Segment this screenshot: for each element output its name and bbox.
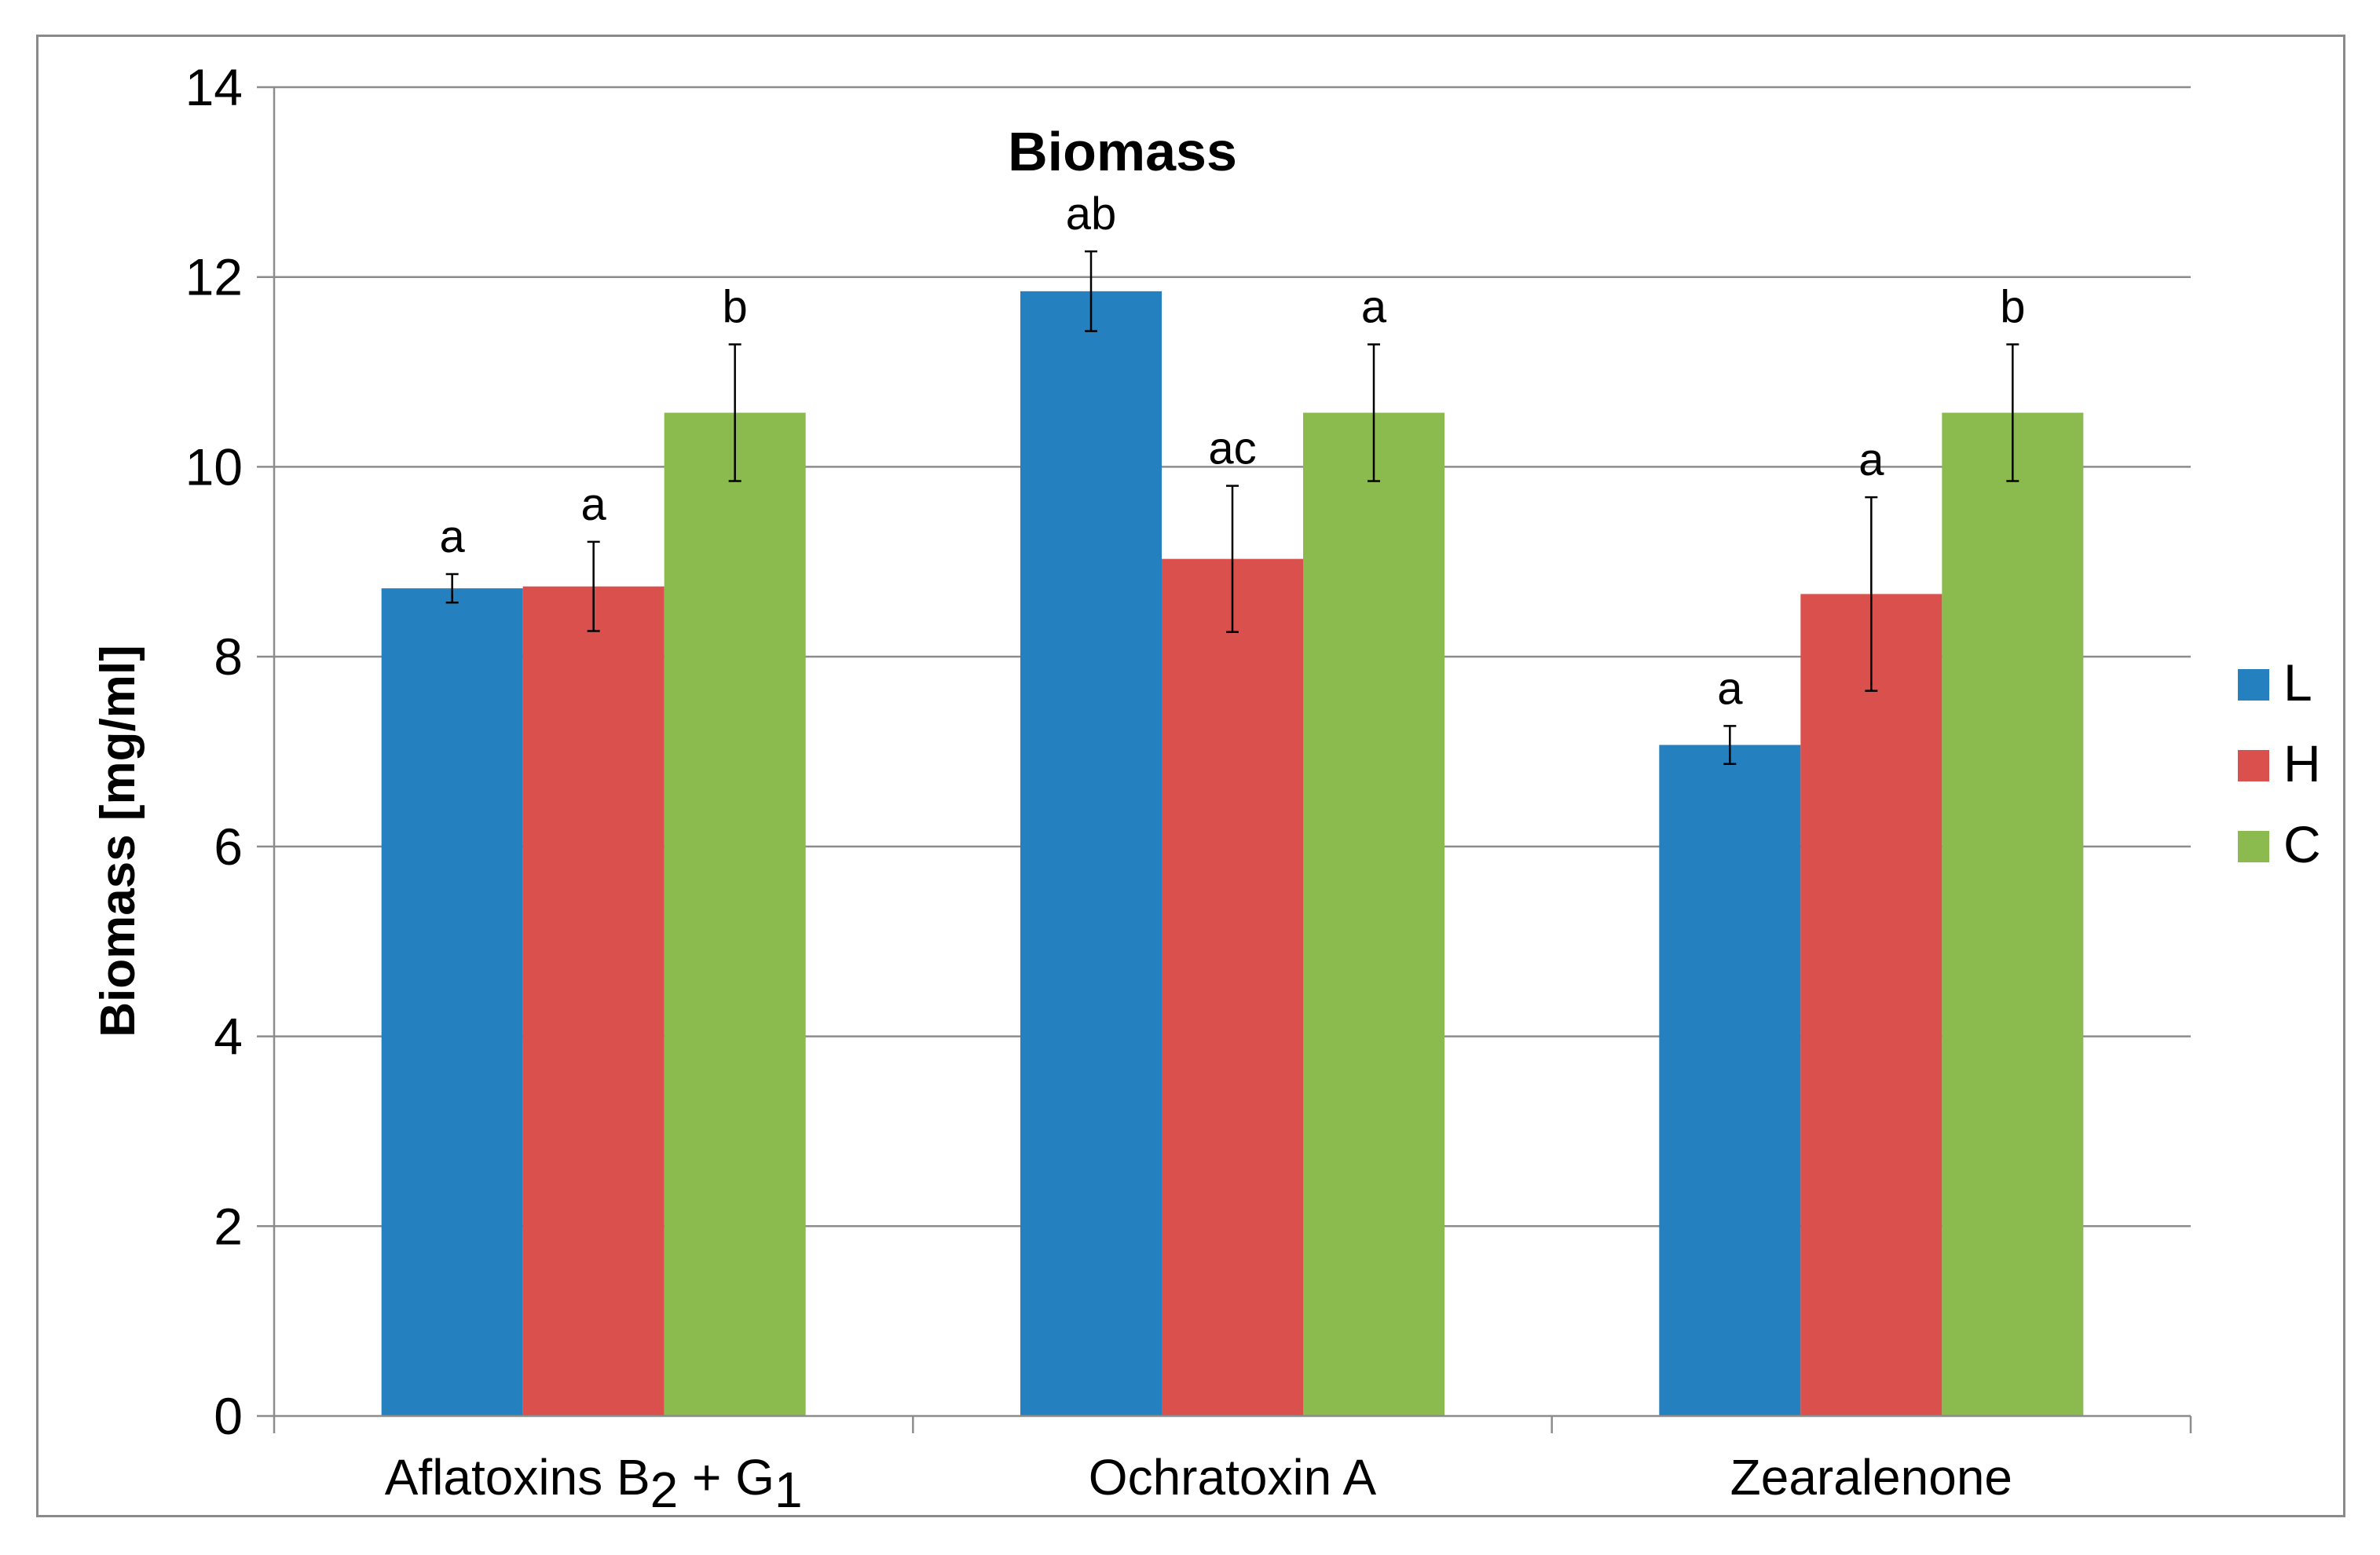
significance-label: a	[1717, 663, 1743, 714]
bars	[381, 250, 2084, 1417]
significance-label: a	[440, 511, 466, 562]
legend-label-H: H	[2283, 734, 2321, 792]
chart-title: Biomass	[1008, 121, 1237, 182]
legend-label-C: C	[2283, 815, 2321, 873]
bar-H	[1800, 594, 1942, 1416]
bar-C	[1303, 412, 1444, 1416]
category-label: Zearalenone	[1730, 1449, 2012, 1506]
y-tick-label: 12	[185, 248, 243, 306]
y-tick-label: 10	[185, 437, 243, 496]
y-tick-label: 0	[214, 1387, 243, 1445]
significance-label: ab	[1066, 188, 1117, 240]
y-tick-label: 4	[214, 1008, 243, 1066]
bar-L	[381, 588, 523, 1416]
axes	[257, 86, 2192, 1433]
significance-label: a	[1858, 434, 1884, 485]
significance-label: a	[581, 479, 607, 530]
y-tick-label: 6	[214, 818, 243, 876]
bar-H	[522, 586, 665, 1417]
category-label: Aflatoxins B2 + G1	[385, 1449, 803, 1518]
significance-label: b	[723, 282, 748, 333]
significance-label: ac	[1208, 423, 1256, 474]
legend-swatch-C	[2238, 831, 2269, 862]
significance-label: a	[1361, 282, 1387, 333]
legend: LHC	[2238, 653, 2321, 873]
y-axis-title: Biomass [mg/ml]	[91, 645, 145, 1037]
y-tick-label: 8	[214, 627, 243, 686]
legend-swatch-H	[2238, 750, 2269, 781]
bar-H	[1162, 558, 1303, 1417]
y-tick-label: 14	[185, 58, 243, 116]
y-tick-label: 2	[214, 1197, 243, 1255]
bar-L	[1020, 291, 1162, 1416]
chart-frame: 0 2 4 6 8 10 12 14 a a b Aflatoxins B2 + G1 ab ac a Och…	[36, 35, 2345, 1518]
bar-C	[1942, 412, 2084, 1416]
bar-C	[664, 412, 806, 1416]
legend-swatch-L	[2238, 669, 2269, 701]
significance-label: b	[2000, 282, 2025, 333]
legend-label-L: L	[2283, 653, 2312, 712]
category-label: Ochratoxin A	[1089, 1449, 1377, 1506]
bar-L	[1659, 745, 1801, 1416]
